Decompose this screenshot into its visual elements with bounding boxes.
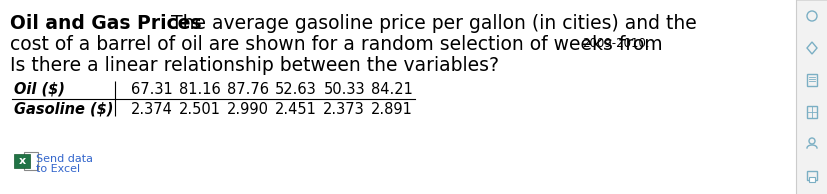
Text: The average gasoline price per gallon (in cities) and the: The average gasoline price per gallon (i… (165, 14, 696, 33)
Text: 2.990: 2.990 (227, 102, 269, 117)
Text: Gasoline ($): Gasoline ($) (14, 102, 113, 117)
Bar (806, 106, 816, 118)
Text: 52.63: 52.63 (275, 82, 317, 97)
Text: 2.374: 2.374 (131, 102, 173, 117)
Text: 81.16: 81.16 (179, 82, 221, 97)
FancyBboxPatch shape (14, 154, 30, 168)
Text: 2.373: 2.373 (323, 102, 365, 117)
Bar (795, 0, 827, 194)
Text: 2.501: 2.501 (179, 102, 221, 117)
Text: 2009-2010.: 2009-2010. (581, 37, 649, 50)
Text: to Excel: to Excel (36, 164, 80, 174)
Bar (808, 177, 814, 182)
FancyBboxPatch shape (24, 152, 38, 170)
Text: 2.451: 2.451 (275, 102, 317, 117)
Bar (806, 74, 816, 86)
Text: x: x (18, 156, 26, 166)
Text: 84.21: 84.21 (370, 82, 413, 97)
Text: 67.31: 67.31 (131, 82, 173, 97)
Text: Oil and Gas Prices: Oil and Gas Prices (10, 14, 202, 33)
Text: Send data: Send data (36, 154, 93, 164)
Text: Is there a linear relationship between the variables?: Is there a linear relationship between t… (10, 56, 499, 75)
Text: 50.33: 50.33 (323, 82, 365, 97)
Text: 2.891: 2.891 (370, 102, 413, 117)
Text: Oil ($): Oil ($) (14, 82, 65, 97)
Text: 87.76: 87.76 (227, 82, 269, 97)
Text: cost of a barrel of oil are shown for a random selection of weeks from: cost of a barrel of oil are shown for a … (10, 35, 668, 54)
Bar (806, 171, 816, 180)
